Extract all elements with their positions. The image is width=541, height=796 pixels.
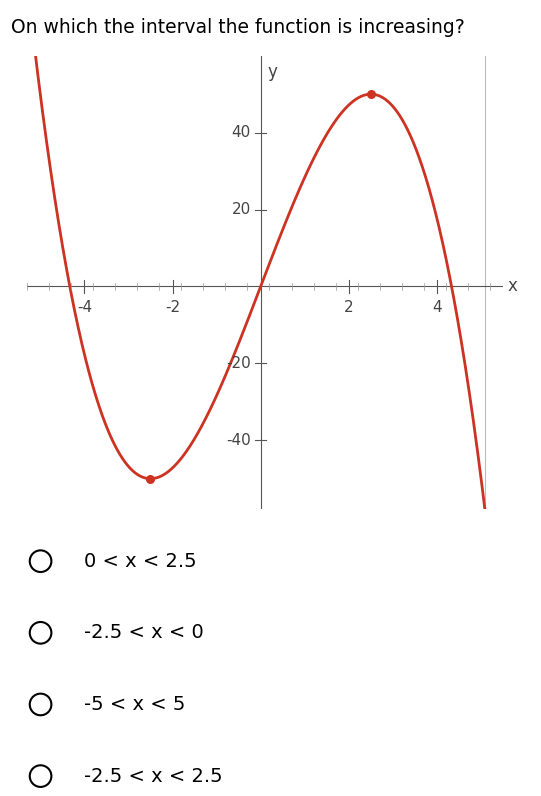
Text: 4: 4 (432, 300, 442, 315)
Text: 40: 40 (232, 125, 251, 140)
Text: y: y (267, 63, 277, 80)
Text: 20: 20 (232, 202, 251, 217)
Text: x: x (507, 278, 517, 295)
Text: -2: -2 (165, 300, 180, 315)
Text: 2: 2 (344, 300, 354, 315)
Text: -4: -4 (77, 300, 92, 315)
Text: -40: -40 (226, 433, 251, 447)
Text: On which the interval the function is increasing?: On which the interval the function is in… (11, 18, 465, 37)
Text: -2.5 < x < 2.5: -2.5 < x < 2.5 (84, 767, 222, 786)
Text: -2.5 < x < 0: -2.5 < x < 0 (84, 623, 203, 642)
Text: -5 < x < 5: -5 < x < 5 (84, 695, 185, 714)
Text: 0 < x < 2.5: 0 < x < 2.5 (84, 552, 196, 571)
Text: -20: -20 (226, 356, 251, 371)
